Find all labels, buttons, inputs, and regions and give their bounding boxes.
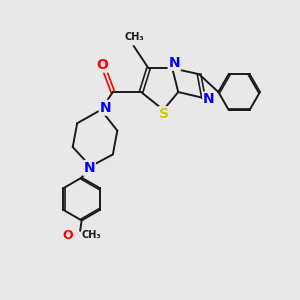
Text: N: N bbox=[203, 92, 215, 106]
Text: O: O bbox=[97, 58, 108, 72]
Text: CH₃: CH₃ bbox=[82, 230, 101, 240]
Text: N: N bbox=[83, 161, 95, 175]
Text: N: N bbox=[100, 101, 111, 115]
Text: CH₃: CH₃ bbox=[124, 32, 144, 42]
Text: S: S bbox=[159, 107, 169, 121]
Text: N: N bbox=[169, 56, 180, 70]
Text: O: O bbox=[62, 229, 73, 242]
